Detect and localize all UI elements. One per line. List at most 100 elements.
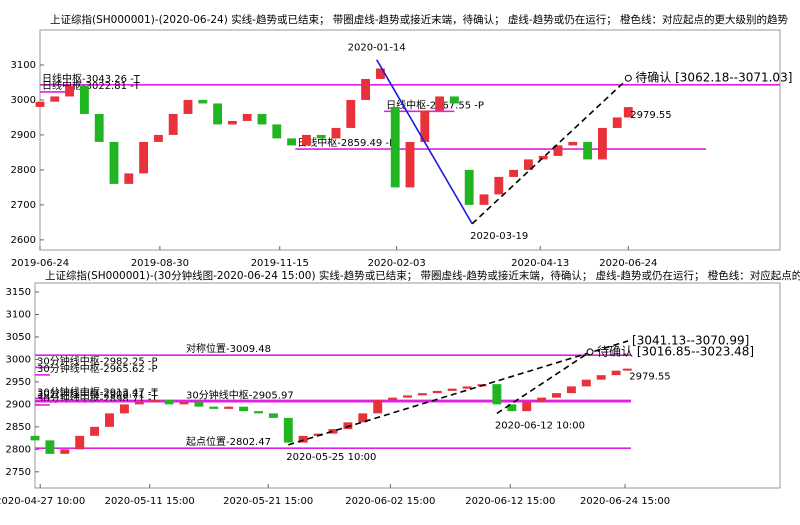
y-tick-label: 2600 — [11, 235, 36, 246]
candle — [79, 85, 89, 114]
candle — [254, 411, 263, 414]
candle — [388, 397, 398, 400]
trend-line — [471, 77, 629, 225]
candle — [164, 399, 174, 405]
candle — [283, 417, 293, 443]
x-tick-label: 2020-06-02 15:00 — [345, 496, 435, 507]
candle — [239, 406, 249, 412]
candle — [583, 141, 593, 160]
candle — [403, 395, 412, 398]
candle — [464, 169, 474, 205]
candle — [153, 134, 163, 142]
candle — [581, 379, 591, 387]
y-tick-label: 2800 — [6, 444, 31, 455]
annotation: 2020-06-12 10:00 — [495, 420, 585, 431]
candle — [494, 176, 504, 195]
x-tick-label: 2019-08-30 — [131, 258, 189, 269]
pivot-label: 30分钟线中枢-2982.25 -P — [37, 354, 158, 367]
candle — [45, 440, 55, 454]
candle — [479, 194, 489, 205]
trend-line — [496, 351, 591, 415]
annotation: 待确认 [3016.85--3023.48] — [597, 344, 754, 358]
pivot-label: 日线中枢-3043.26 -T — [42, 72, 141, 85]
candle — [358, 413, 368, 423]
candle — [224, 406, 234, 409]
candle — [343, 422, 353, 430]
candle — [566, 386, 576, 394]
x-tick-label: 2019-06-24 — [11, 258, 69, 269]
candle — [298, 435, 308, 443]
candle — [449, 96, 459, 104]
candle — [432, 390, 442, 394]
candle — [213, 103, 223, 125]
candle — [390, 106, 400, 188]
candle — [35, 101, 45, 107]
candle — [447, 388, 457, 391]
x-tick-label: 2020-06-24 15:00 — [580, 496, 670, 507]
y-tick-label: 3150 — [6, 287, 31, 298]
annotation: [3041.13--3070.99] — [632, 333, 749, 347]
pending-marker — [624, 74, 632, 82]
candle — [328, 429, 338, 434]
candle — [105, 413, 114, 427]
x-tick-label: 2019-11-15 — [251, 258, 309, 269]
pivot-label: 日线中枢-3022.81 -T — [42, 79, 141, 92]
candle — [227, 120, 237, 125]
candle — [346, 99, 356, 128]
y-tick-label: 2900 — [6, 399, 31, 410]
y-tick-label: 2900 — [11, 130, 36, 141]
x-tick-label: 2020-05-21 15:00 — [223, 496, 313, 507]
annotation: 2020-03-19 — [470, 231, 528, 242]
candle — [623, 107, 633, 118]
candle — [492, 384, 502, 405]
candle — [509, 169, 519, 177]
chart-title: 上证综指(SH000001)-(2020-06-24) 实线-趋势或已结束； 带… — [50, 13, 789, 26]
x-tick-label: 2020-04-27 10:00 — [0, 496, 85, 507]
pivot-label: 日线中枢-2967.55 -P — [386, 98, 484, 111]
plot-frame — [39, 29, 781, 251]
candle — [523, 159, 533, 170]
candle — [65, 85, 75, 97]
annotation: 2020-01-14 — [348, 43, 406, 54]
candle — [94, 113, 104, 142]
candle — [60, 449, 70, 454]
candle — [507, 404, 517, 412]
plot-frame — [34, 282, 781, 489]
y-tick-label: 2700 — [11, 200, 36, 211]
y-tick-label: 3100 — [11, 60, 36, 71]
candle — [596, 375, 606, 380]
pending-marker — [586, 348, 594, 356]
y-tick-label: 3050 — [6, 332, 31, 343]
candle — [622, 368, 632, 371]
pivot-label: 30分钟线中枢-2908.71 -T — [37, 387, 158, 400]
candle — [257, 113, 267, 125]
candle — [242, 113, 252, 121]
candle — [462, 386, 472, 389]
candle — [109, 141, 119, 184]
candle — [552, 393, 561, 398]
chart-title: 上证综指(SH000001)-(30分钟线图-2020-06-24 15:00)… — [45, 269, 800, 282]
trend-line — [376, 59, 473, 225]
pivot-label: 30分钟线中枢-2913.47 -T — [37, 385, 158, 398]
candle — [50, 96, 60, 102]
x-tick-label: 2020-05-11 15:00 — [105, 496, 195, 507]
x-tick-label: 2020-02-03 — [368, 258, 426, 269]
candle — [268, 413, 278, 418]
candle — [375, 68, 385, 79]
annotation: 2020-05-25 10:00 — [286, 452, 376, 463]
candle — [139, 141, 149, 174]
y-tick-label: 2750 — [6, 467, 31, 478]
candle — [435, 96, 445, 111]
candle — [194, 402, 204, 407]
candle — [537, 397, 547, 403]
y-tick-label: 2850 — [6, 422, 31, 433]
candle — [179, 402, 189, 405]
candle — [373, 399, 383, 414]
candle — [597, 127, 607, 160]
candle — [149, 399, 159, 403]
candle — [198, 99, 208, 104]
candle — [287, 138, 297, 146]
candle — [538, 155, 548, 160]
candle — [612, 117, 622, 128]
